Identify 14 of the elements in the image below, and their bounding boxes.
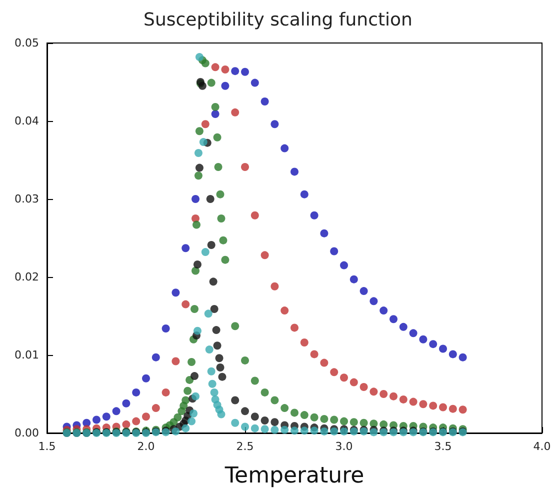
y-tick-label: 0.04 (14, 114, 39, 128)
x-axis-title: Temperature (224, 464, 364, 488)
chart-title: Susceptibility scaling function (144, 10, 412, 30)
y-tick-label: 0.05 (14, 36, 39, 50)
y-tick-label: 0.01 (14, 348, 39, 362)
x-tick-label: 3.0 (335, 440, 353, 453)
x-tick-label: 2.0 (137, 440, 155, 453)
y-tick-label: 0.03 (14, 192, 39, 206)
x-tick-label: 2.5 (236, 440, 254, 453)
x-tick-label: 4.0 (533, 440, 551, 453)
x-tick-label: 1.5 (38, 440, 56, 453)
y-tick-label: 0.00 (14, 426, 39, 440)
x-tick-label: 3.5 (434, 440, 452, 453)
y-tick-label: 0.02 (14, 270, 39, 284)
